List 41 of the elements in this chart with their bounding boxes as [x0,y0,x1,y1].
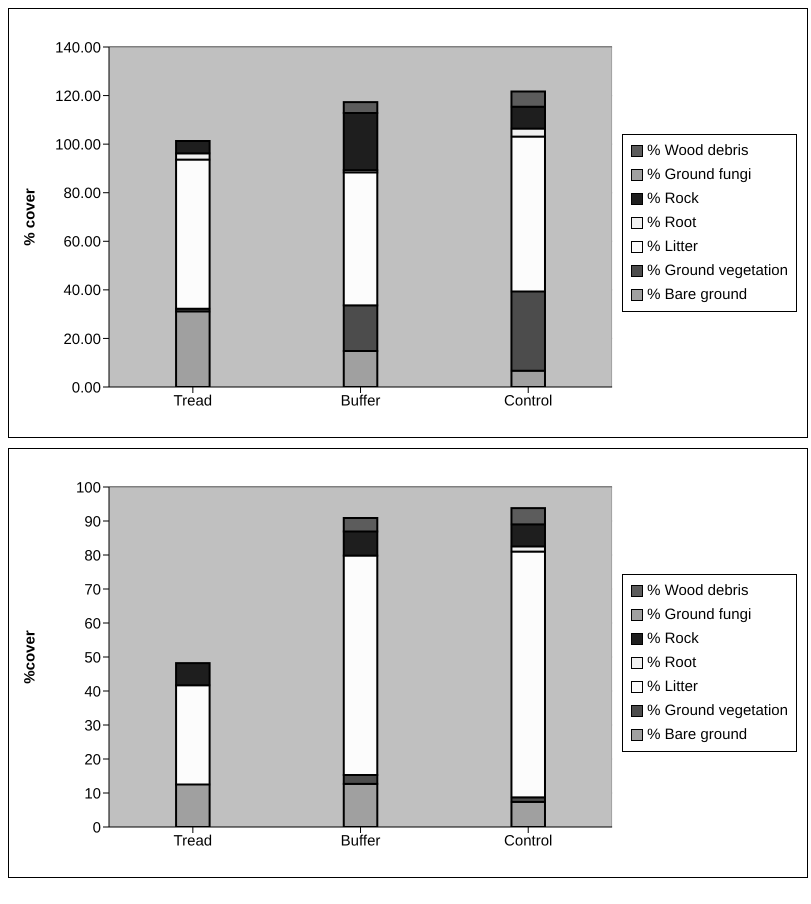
y-tick-label: 30 [84,717,101,734]
legend-label: % Ground fungi [647,605,752,625]
y-tick-label: 0 [92,819,101,836]
y-tick-label: 60.00 [63,234,101,251]
y-tick-label: 90 [84,513,101,530]
y-tick-label: 80.00 [63,185,101,202]
legend-label: % Bare ground [647,285,748,305]
legend-label: % Rock [647,629,699,649]
legend-label: % Ground vegetation [647,261,788,281]
y-tick-label: 40.00 [63,282,101,300]
y-tick-label: 80 [84,547,101,564]
x-tick-label: Tread [174,832,212,850]
y-tick-label: 20.00 [63,330,101,348]
x-tick-label: Control [504,832,552,850]
y-tick-label: 60 [84,615,101,632]
y-tick-label: 70 [84,581,101,598]
y-tick-label: 100 [76,479,101,496]
x-tick-label: Control [504,392,552,410]
legend-label: % Bare ground [647,725,748,745]
y-axis-title: %cover [21,630,38,684]
legend-label: % Litter [647,237,698,257]
y-tick-label: 100.00 [55,136,101,154]
y-tick-label: 0.00 [72,379,101,396]
legend-label: % Rock [647,189,699,209]
y-tick-label: 140.00 [55,39,101,56]
legend-label: % Wood debris [647,581,749,601]
legend-label: % Wood debris [647,141,749,161]
x-tick-label: Buffer [340,392,380,410]
y-tick-label: 50 [84,649,101,666]
y-axis-title: % cover [21,188,38,246]
legend-label: % Ground vegetation [647,701,788,721]
legend-label: % Root [647,213,696,233]
legend-label: % Ground fungi [647,165,752,185]
y-tick-label: 40 [84,683,101,700]
x-tick-label: Tread [174,392,212,410]
y-tick-label: 120.00 [55,88,101,105]
legend-label: % Root [647,653,696,673]
legend-label: % Litter [647,677,698,697]
y-tick-label: 20 [84,751,101,768]
y-tick-label: 10 [84,785,101,802]
x-tick-label: Buffer [340,832,380,850]
